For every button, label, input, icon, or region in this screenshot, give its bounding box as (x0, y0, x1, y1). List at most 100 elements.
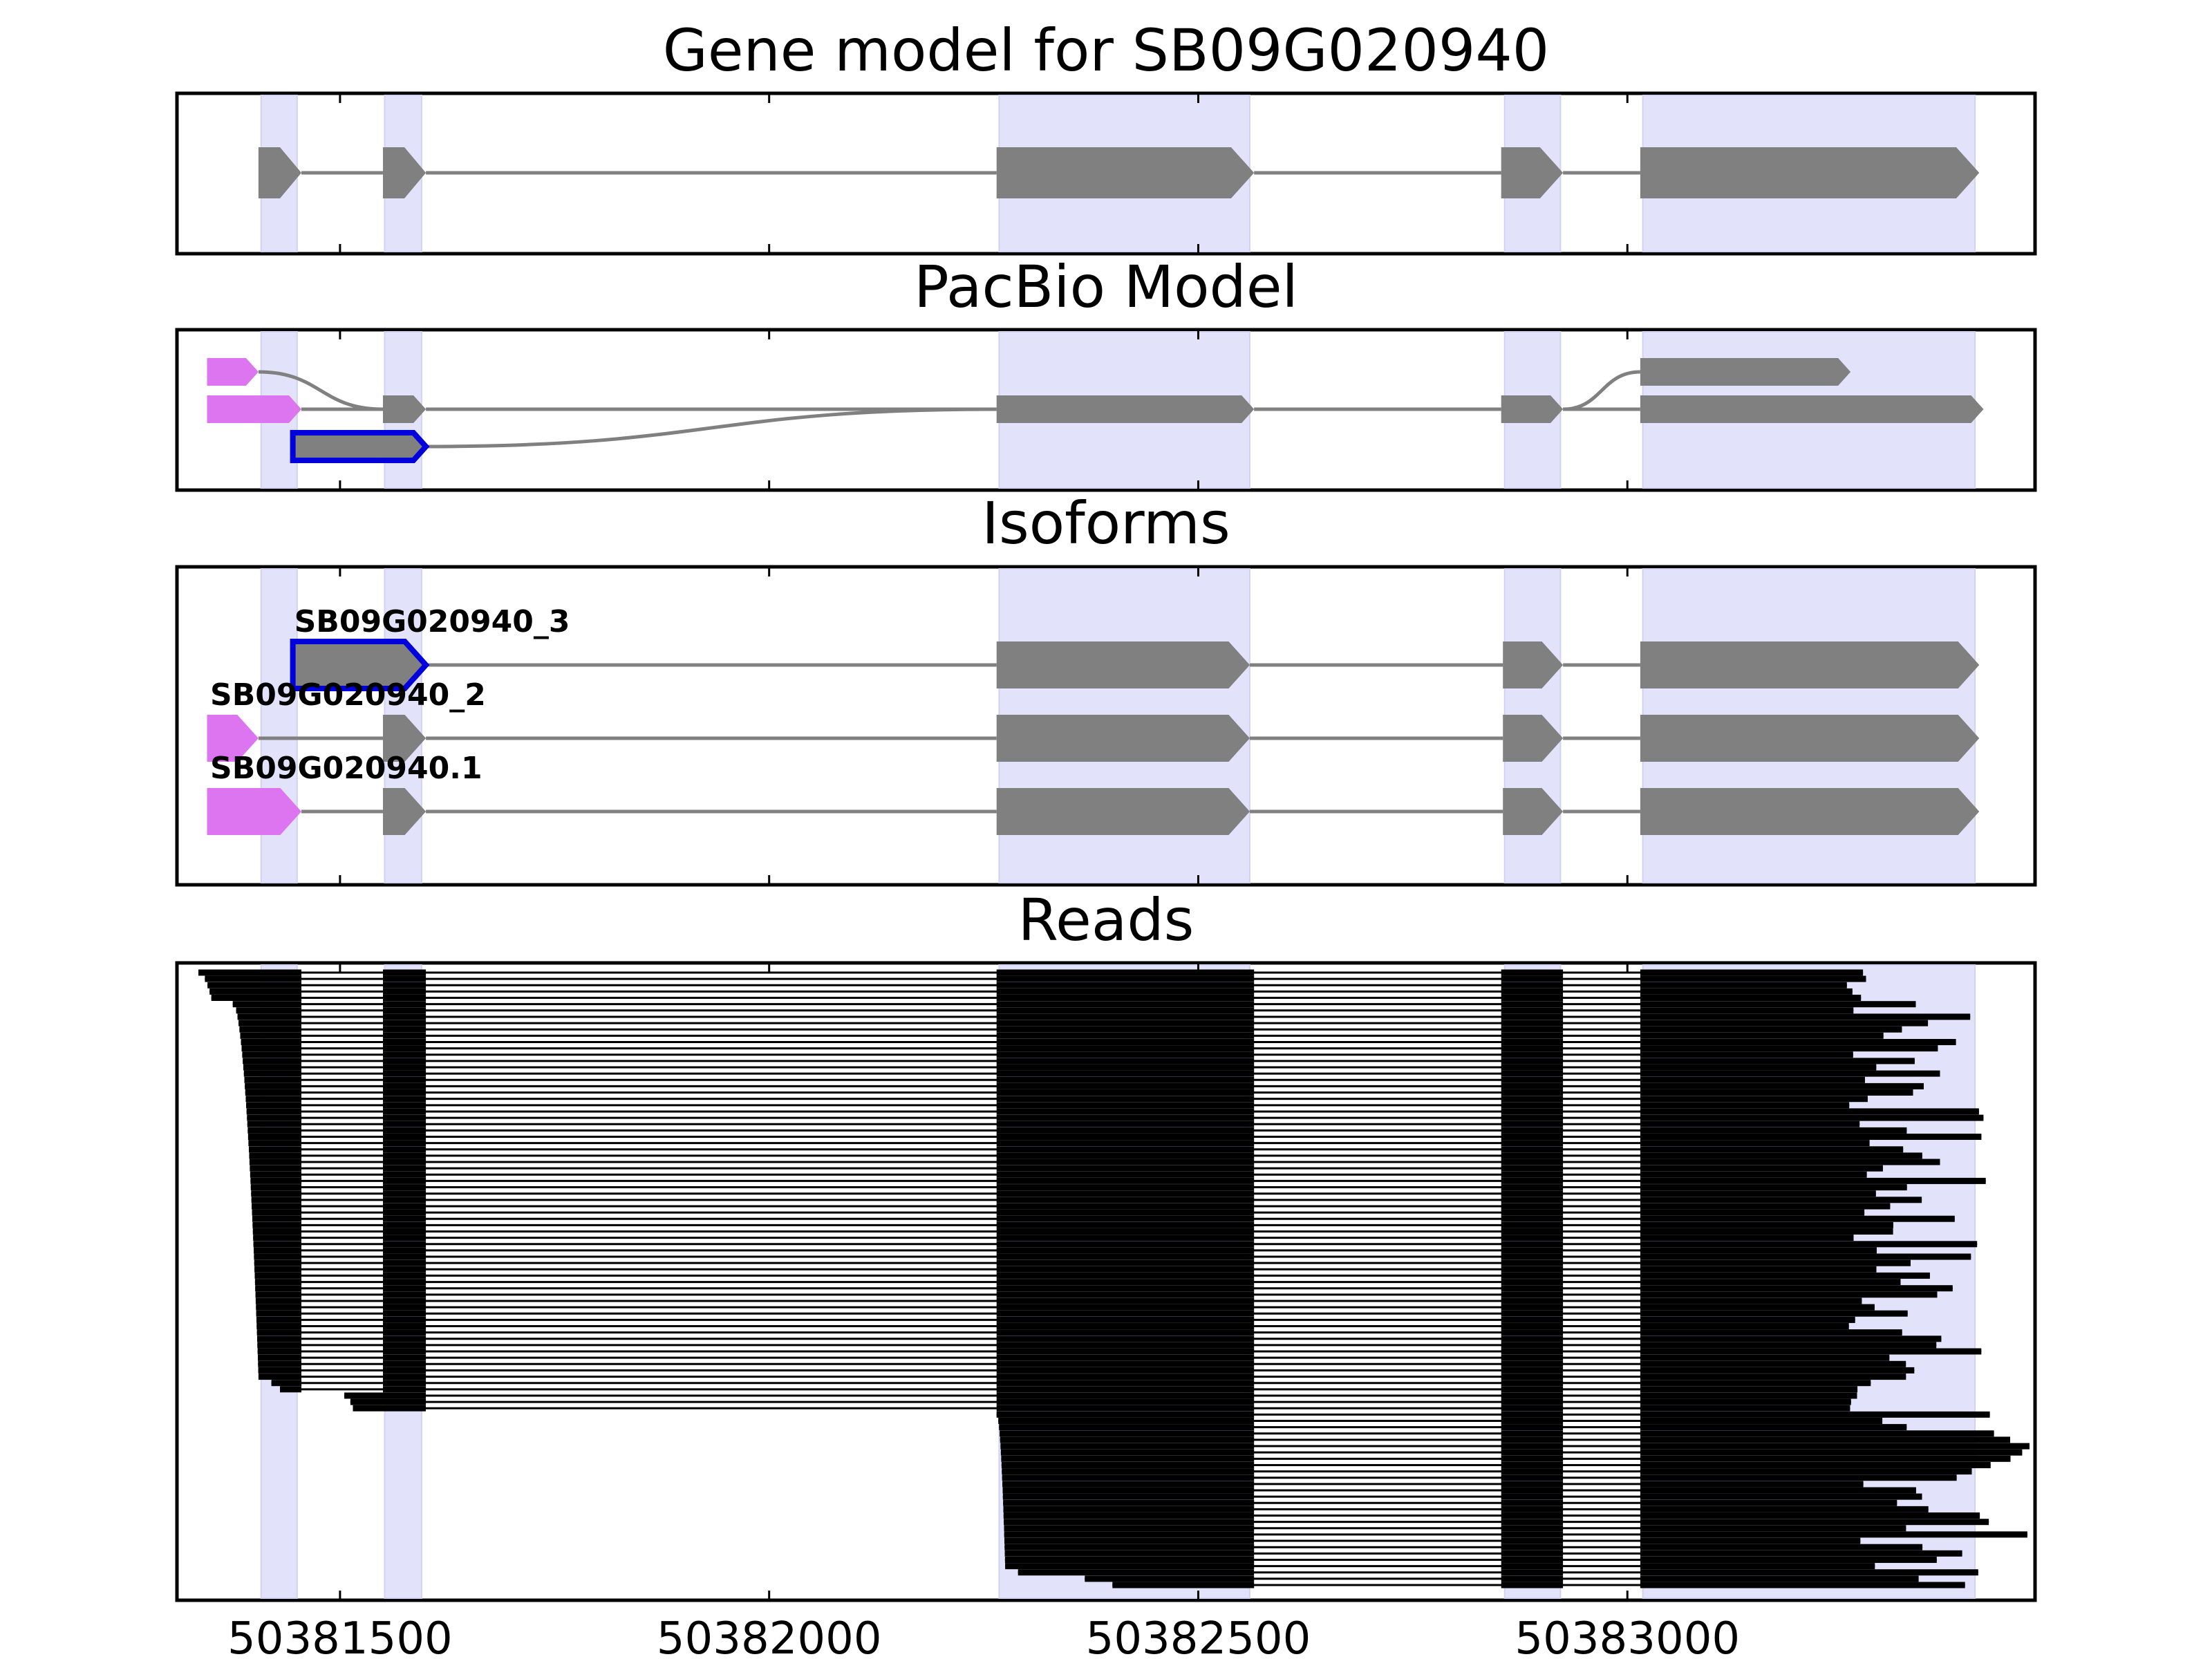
read-block (246, 1108, 301, 1115)
read-block (383, 1165, 427, 1172)
read-block (250, 1165, 301, 1172)
read-block (255, 1297, 301, 1304)
read-block (1640, 1512, 1980, 1519)
read-block (383, 1076, 427, 1083)
read-block (383, 1310, 427, 1317)
read-block (1004, 1519, 1255, 1526)
splice-connector (426, 407, 997, 449)
read-block (1501, 1525, 1564, 1532)
exon-shading-band (260, 568, 298, 883)
exon-block (383, 788, 427, 835)
read-block (1501, 1114, 1564, 1121)
read-block (383, 1026, 427, 1033)
read-block (383, 1304, 427, 1311)
read-block (252, 1209, 302, 1216)
read-block (1501, 1487, 1564, 1494)
read-block (1501, 1285, 1564, 1292)
read-block (383, 975, 427, 982)
read-block (1004, 1531, 1255, 1538)
read-block (1640, 1367, 1915, 1374)
read-block (1640, 1291, 1938, 1298)
panel-pacbio-model: PacBio Model (175, 253, 2037, 492)
read-block (1501, 1374, 1564, 1380)
read-block (996, 1405, 1255, 1412)
read-block (996, 1235, 1255, 1241)
read-block (1501, 1082, 1564, 1089)
read-block (209, 988, 302, 995)
read-block (1640, 1386, 1858, 1393)
read-block (383, 1152, 427, 1159)
read-block (996, 1007, 1255, 1014)
read-block (996, 1076, 1255, 1083)
read-block (258, 1354, 301, 1361)
read-block (1000, 1436, 1255, 1443)
read-block (1501, 1342, 1564, 1349)
read-block (344, 1392, 426, 1399)
read-block (996, 1102, 1255, 1109)
read-block (383, 1360, 427, 1367)
read-block (245, 1089, 301, 1096)
read-block (258, 1367, 301, 1374)
read-block (1501, 1058, 1564, 1065)
read-block (383, 1367, 427, 1374)
read-block (1640, 1360, 1906, 1367)
read-block (1640, 1575, 1919, 1582)
read-block (1001, 1462, 1255, 1468)
read-block (1501, 1557, 1564, 1563)
read-block (1501, 1582, 1564, 1588)
read-block (996, 1360, 1255, 1367)
read-block (1004, 1557, 1255, 1563)
read-block (1501, 1512, 1564, 1519)
panel-title-reads: Reads (1018, 886, 1194, 954)
read-block (996, 1114, 1255, 1121)
read-block (1640, 1348, 1982, 1355)
read-block (1640, 1279, 1901, 1286)
read-block (996, 1190, 1255, 1197)
read-block (383, 982, 427, 988)
read-block (996, 1096, 1255, 1103)
exon-block (996, 147, 1255, 198)
read-block (1640, 1398, 1851, 1405)
read-block (996, 1064, 1255, 1071)
read-block (1501, 1020, 1564, 1027)
read-block (251, 1197, 301, 1203)
exon-block (1640, 395, 1984, 423)
read-block (996, 1013, 1255, 1020)
read-block (251, 1190, 302, 1197)
read-block (255, 1291, 301, 1298)
read-block (383, 1266, 427, 1273)
read-block (1640, 1082, 1924, 1089)
read-block (1640, 1171, 1867, 1178)
read-block (996, 1241, 1255, 1248)
read-block (1640, 1045, 1938, 1052)
read-block (207, 982, 301, 988)
read-block (996, 1323, 1255, 1329)
read-block (1501, 1291, 1564, 1298)
read-block (383, 1064, 427, 1071)
read-block (250, 1177, 302, 1184)
exon-block (1640, 147, 1980, 198)
tracks-gene-model (258, 147, 1980, 198)
read-block (256, 1310, 301, 1317)
read-block (205, 975, 302, 982)
read-block (996, 1089, 1255, 1096)
read-block (996, 1272, 1255, 1279)
read-block (996, 1228, 1255, 1235)
read-block (1501, 1443, 1564, 1450)
read-block (258, 1374, 301, 1380)
read-block (1640, 1323, 1849, 1329)
read-block (383, 1007, 427, 1014)
read-block (1640, 1215, 1955, 1222)
tracks-pacbio-model (207, 358, 1984, 463)
read-block (1640, 1165, 1883, 1172)
read-block (383, 1127, 427, 1134)
read-block (1501, 988, 1564, 995)
read-block (1640, 1209, 1865, 1216)
read-block (1640, 1550, 1962, 1557)
read-block (1005, 1563, 1255, 1570)
read-block (254, 1279, 302, 1286)
read-block (1640, 1221, 1893, 1228)
read-block (1000, 1430, 1255, 1437)
utr-block (207, 395, 301, 423)
read-block (1640, 988, 1853, 995)
